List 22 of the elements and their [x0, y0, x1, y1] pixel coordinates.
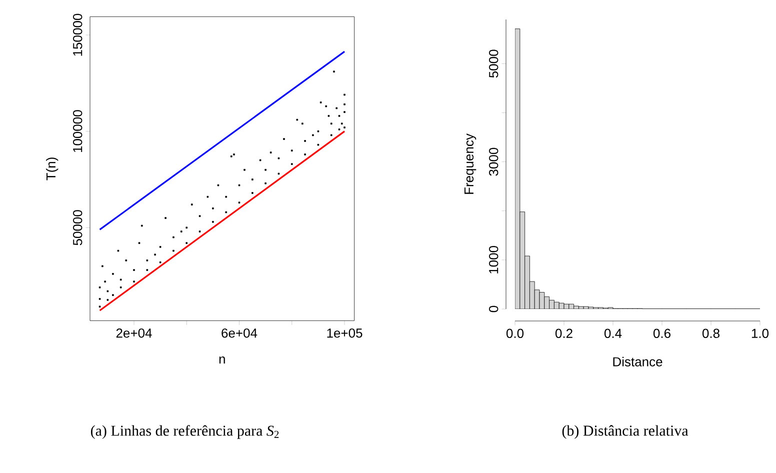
x-tick-label: 6e+04 [222, 328, 258, 338]
y-tick-label: 0 [488, 306, 498, 312]
y-tick-label: 1000 [488, 246, 498, 274]
y-axis-title: Frequency [464, 134, 476, 194]
y-tick-label: 100000 [73, 110, 82, 152]
y-tick-label: 50000 [73, 210, 82, 246]
x-tick-label: 0.0 [506, 328, 524, 338]
x-tick-label: 0.6 [653, 328, 670, 338]
x-tick-label: 1.0 [752, 328, 769, 338]
x-tick-label: 0.4 [604, 328, 622, 338]
y-tick-label: 3000 [488, 148, 498, 176]
x-tick-label: 2e+04 [116, 328, 152, 338]
text: (b) Distância relativa [562, 425, 688, 439]
x-axis-title: Distance [613, 356, 662, 366]
y-tick-label: 5000 [488, 50, 498, 78]
text: (a) Linhas de referência para S$_{2}$ [90, 425, 279, 439]
x-axis-title: n [219, 356, 225, 364]
x-tick-label: 1e+05 [327, 328, 362, 338]
x-tick-label: 0.2 [555, 328, 572, 338]
y-axis-title: T(n) [46, 158, 58, 180]
x-tick-label: 0.8 [702, 328, 720, 338]
y-tick-label: 150000 [73, 14, 82, 56]
